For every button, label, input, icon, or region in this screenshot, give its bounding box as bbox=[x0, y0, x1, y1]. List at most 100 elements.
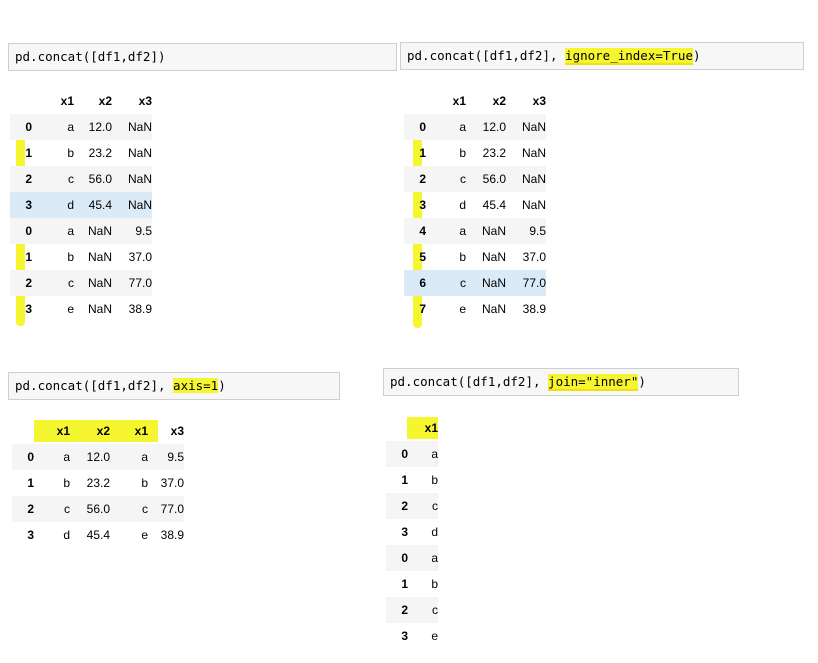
table-row: 1 b 23.2 NaN bbox=[10, 140, 152, 166]
row-index: 4 bbox=[404, 218, 426, 244]
dataframe-output-concat: x1 x2 x3 0 a 12.0 NaN 1 b 23.2 NaN 2 c 56.0 NaN 3 d 45.4 N… bbox=[10, 88, 152, 322]
table-cell: NaN bbox=[506, 114, 546, 140]
dataframe-output-ignore-index: x1 x2 x3 0 a 12.0 NaN 1 b 23.2 NaN 2 c 56.0 NaN 3 d 45.4 N… bbox=[404, 88, 546, 322]
table-cell: b bbox=[459, 250, 466, 264]
column-header: x3 bbox=[138, 94, 152, 108]
row-index: 3 bbox=[25, 302, 32, 316]
table-cell: e bbox=[141, 528, 148, 542]
row-index: 6 bbox=[404, 270, 426, 296]
table-cell: 23.2 bbox=[86, 476, 110, 490]
table-cell: d bbox=[431, 525, 438, 539]
table-row: 4 a NaN 9.5 bbox=[404, 218, 546, 244]
table-cell: b bbox=[63, 476, 70, 490]
table-cell: 56.0 bbox=[74, 166, 112, 192]
code-text: pd.concat([df1,df2], bbox=[407, 48, 566, 63]
column-header: x1 bbox=[134, 424, 148, 438]
row-index: 0 bbox=[12, 444, 34, 470]
table-row: 2 c 56.0 c 77.0 bbox=[12, 496, 184, 522]
row-index: 7 bbox=[419, 302, 426, 316]
row-index: 1 bbox=[25, 250, 32, 264]
table-cell: NaN bbox=[127, 146, 152, 160]
table-cell: NaN bbox=[112, 192, 152, 218]
table-cell: 77.0 bbox=[506, 270, 546, 296]
code-input-concat[interactable]: pd.concat([df1,df2]) bbox=[8, 43, 397, 71]
table-cell: a bbox=[426, 218, 466, 244]
table-row: 3 d 45.4 NaN bbox=[10, 192, 152, 218]
column-header: x2 bbox=[98, 94, 112, 108]
row-index: 1 bbox=[401, 577, 408, 591]
column-header: x2 bbox=[96, 424, 110, 438]
table-cell: a bbox=[32, 218, 74, 244]
row-index: 0 bbox=[10, 218, 32, 244]
table-cell: e bbox=[431, 629, 438, 643]
table-row: 1 b 23.2 b 37.0 bbox=[12, 470, 184, 496]
table-row: 1 b 23.2 NaN bbox=[404, 140, 546, 166]
table-row: 2 c 56.0 NaN bbox=[10, 166, 152, 192]
table-row: 0 a 12.0 a 9.5 bbox=[12, 444, 184, 470]
header-row: x1 bbox=[386, 415, 438, 441]
index-header bbox=[10, 88, 32, 114]
table-cell: NaN bbox=[521, 146, 546, 160]
table-cell: NaN bbox=[74, 270, 112, 296]
table-cell: NaN bbox=[481, 250, 506, 264]
table-cell: b bbox=[431, 577, 438, 591]
code-text: pd.concat([df1,df2], bbox=[390, 374, 549, 389]
table-cell: 12.0 bbox=[466, 114, 506, 140]
table-cell: c bbox=[34, 496, 70, 522]
table-cell: a bbox=[32, 114, 74, 140]
column-header: x1 bbox=[56, 424, 70, 438]
column-header: x3 bbox=[532, 94, 546, 108]
table-cell: a bbox=[110, 444, 148, 470]
code-text-tail: ) bbox=[638, 374, 646, 389]
code-input-join-inner[interactable]: pd.concat([df1,df2], join="inner") bbox=[383, 368, 739, 396]
code-text: pd.concat([df1,df2]) bbox=[15, 49, 166, 64]
row-index: 3 bbox=[27, 528, 34, 542]
table-row: 6 c NaN 77.0 bbox=[404, 270, 546, 296]
highlighted-argument: join="inner" bbox=[548, 374, 639, 391]
row-index: 3 bbox=[401, 629, 408, 643]
row-index: 2 bbox=[10, 166, 32, 192]
code-input-axis[interactable]: pd.concat([df1,df2], axis=1) bbox=[8, 372, 340, 400]
table-cell: NaN bbox=[521, 198, 546, 212]
table-cell: d bbox=[32, 192, 74, 218]
row-index: 3 bbox=[401, 525, 408, 539]
row-index: 2 bbox=[404, 166, 426, 192]
row-index: 2 bbox=[10, 270, 32, 296]
code-text-tail: ) bbox=[692, 48, 701, 63]
table-cell: 45.4 bbox=[74, 192, 112, 218]
header-row: x1 x2 x1 x3 bbox=[12, 418, 184, 444]
table-cell: 38.9 bbox=[160, 528, 184, 542]
index-header bbox=[386, 415, 408, 441]
table-cell: 45.4 bbox=[86, 528, 110, 542]
code-input-ignore-index[interactable]: pd.concat([df1,df2], ignore_index=True) bbox=[400, 42, 804, 70]
dataframe-output-join-inner: x1 0 a 1 b 2 c 3 d 0 a 1 b 2 c 3 e bbox=[386, 415, 438, 649]
row-index: 0 bbox=[10, 114, 32, 140]
table-cell: NaN bbox=[506, 166, 546, 192]
row-index: 2 bbox=[386, 597, 408, 623]
table-cell: e bbox=[459, 302, 466, 316]
table-row: 7 e NaN 38.9 bbox=[404, 296, 546, 322]
column-header: x3 bbox=[170, 424, 184, 438]
table-cell: 38.9 bbox=[128, 302, 152, 316]
table-row: 3 d 45.4 e 38.9 bbox=[12, 522, 184, 548]
table-cell: b bbox=[141, 476, 148, 490]
column-header: x1 bbox=[452, 94, 466, 108]
table-cell: NaN bbox=[466, 218, 506, 244]
table-cell: 56.0 bbox=[466, 166, 506, 192]
table-cell: 9.5 bbox=[506, 218, 546, 244]
column-header: x1 bbox=[424, 421, 438, 435]
table-cell: 45.4 bbox=[482, 198, 506, 212]
table-cell: 77.0 bbox=[148, 496, 184, 522]
row-index: 1 bbox=[27, 476, 34, 490]
table-cell: d bbox=[63, 528, 70, 542]
index-header bbox=[404, 88, 426, 114]
table-cell: e bbox=[67, 302, 74, 316]
table-row: 2 c NaN 77.0 bbox=[10, 270, 152, 296]
header-row: x1 x2 x3 bbox=[404, 88, 546, 114]
table-cell: a bbox=[426, 114, 466, 140]
